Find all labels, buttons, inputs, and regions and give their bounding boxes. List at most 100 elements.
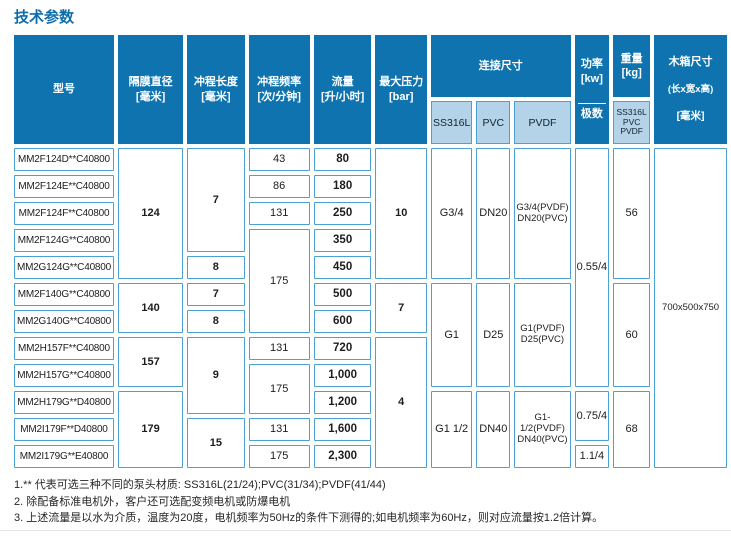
page-bottom-edge bbox=[0, 530, 731, 531]
subheader-pvc: PVC bbox=[476, 101, 511, 144]
page-title: 技术参数 bbox=[14, 9, 75, 26]
cell-conn-pvdf: G3/4(PVDF) DN20(PVC) bbox=[514, 148, 571, 279]
box-size-line2: (长x宽x高) bbox=[667, 83, 714, 95]
col-header-power: 功率 [kw] 极数 bbox=[574, 35, 610, 144]
cell-power: 1.1/4 bbox=[574, 445, 610, 468]
cell-weight: 68 bbox=[613, 391, 651, 468]
table-row: MM2F124G**C40800 175 350 bbox=[14, 229, 727, 333]
cell-stroke-frequency: 131 bbox=[248, 418, 310, 441]
cell-model: MM2I179G**E40800 bbox=[14, 445, 114, 468]
table-row: MM2H179G**D40800 179 1,200 G1 1/2 DN40 G… bbox=[14, 391, 727, 468]
cell-flow: 2,300 bbox=[313, 445, 372, 468]
col-header-diaphragm: 隔膜直径 [毫米] bbox=[117, 35, 184, 144]
cell-model: MM2F124G**C40800 bbox=[14, 229, 114, 252]
cell-conn-ss316l: G1 bbox=[430, 283, 473, 387]
cell-model: MM2H157G**C40800 bbox=[14, 364, 114, 387]
cell-flow: 250 bbox=[313, 202, 372, 225]
cell-conn-pvdf: G1(PVDF) D25(PVC) bbox=[514, 283, 571, 387]
box-size-line3: [毫米] bbox=[676, 110, 705, 123]
cell-max-pressure: 4 bbox=[375, 337, 427, 468]
cell-max-pressure: 10 bbox=[375, 148, 427, 279]
cell-diameter: 140 bbox=[117, 283, 184, 333]
table-row: MM2F124E**C40800 86 180 bbox=[14, 175, 727, 198]
subheader-ss316l: SS316L bbox=[430, 101, 473, 144]
subheader-pvdf: PVDF bbox=[514, 101, 571, 144]
table-row: MM2F124F**C40800 131 250 bbox=[14, 202, 727, 225]
cell-stroke-frequency: 86 bbox=[248, 175, 310, 198]
cell-diameter: 179 bbox=[117, 391, 184, 468]
col-header-stroke-length: 冲程长度 [毫米] bbox=[187, 35, 245, 144]
cell-flow: 500 bbox=[313, 283, 372, 306]
col-header-stroke-frequency: 冲程频率 [次/分钟] bbox=[248, 35, 310, 144]
pole-count-label: 极数 bbox=[577, 103, 607, 121]
cell-power: 0.55/4 bbox=[574, 148, 610, 387]
cell-flow: 450 bbox=[313, 256, 372, 279]
cell-flow: 180 bbox=[313, 175, 372, 198]
col-header-flow: 流量 [升/小时] bbox=[313, 35, 372, 144]
table-row: MM2F124D**C40800 124 7 43 80 10 G3/4 DN2… bbox=[14, 148, 727, 468]
cell-model: MM2F124F**C40800 bbox=[14, 202, 114, 225]
footnote-2: 2. 除配备标准电机外，客户还可选配变频电机或防爆电机 bbox=[14, 495, 291, 508]
col-header-connection-group: 连接尺寸 bbox=[430, 35, 571, 97]
cell-stroke-frequency: 131 bbox=[248, 337, 310, 360]
spec-table: 型号 隔膜直径 [毫米] 冲程长度 [毫米] 冲程频率 [次/分钟] 流量 [升… bbox=[10, 31, 731, 472]
col-header-box-size: 木箱尺寸 (长x宽x高) [毫米] bbox=[654, 35, 727, 144]
cell-power: 0.75/4 bbox=[574, 391, 610, 441]
table-row: MM2G124G**C40800 8 450 bbox=[14, 256, 727, 279]
cell-model: MM2F140G**C40800 bbox=[14, 283, 114, 306]
cell-conn-ss316l: G1 1/2 bbox=[430, 391, 473, 468]
cell-flow: 1,600 bbox=[313, 418, 372, 441]
cell-model: MM2F124E**C40800 bbox=[14, 175, 114, 198]
box-size-line1: 木箱尺寸 bbox=[668, 56, 713, 69]
cell-model: MM2G140G**C40800 bbox=[14, 310, 114, 333]
cell-model: MM2F124D**C40800 bbox=[14, 148, 114, 171]
cell-conn-pvc: DN40 bbox=[476, 391, 511, 468]
cell-stroke-length: 9 bbox=[187, 337, 245, 414]
cell-conn-pvc: D25 bbox=[476, 283, 511, 387]
cell-stroke-frequency: 175 bbox=[248, 364, 310, 414]
cell-conn-pvc: DN20 bbox=[476, 148, 511, 279]
cell-flow: 600 bbox=[313, 310, 372, 333]
footnote-1: 1.** 代表可选三种不同的泵头材质: SS316L(21/24);PVC(31… bbox=[14, 479, 386, 491]
cell-conn-ss316l: G3/4 bbox=[430, 148, 473, 279]
table-row: MM2H157F**C40800 157 9 131 720 4 bbox=[14, 337, 727, 468]
table-row: MM2I179G**E40800 175 2,300 1.1/4 bbox=[14, 445, 727, 468]
cell-stroke-length: 7 bbox=[187, 283, 245, 306]
cell-flow: 1,200 bbox=[313, 391, 372, 414]
cell-stroke-length: 8 bbox=[187, 310, 245, 333]
cell-diameter: 157 bbox=[117, 337, 184, 387]
subheader-weight-materials: SS316L PVC PVDF bbox=[613, 101, 651, 144]
cell-flow: 80 bbox=[313, 148, 372, 171]
cell-weight: 56 bbox=[613, 148, 651, 279]
cell-model: MM2H157F**C40800 bbox=[14, 337, 114, 360]
col-header-model: 型号 bbox=[14, 35, 114, 144]
cell-model: MM2H179G**D40800 bbox=[14, 391, 114, 414]
table-row: MM2G140G**C40800 8 600 bbox=[14, 310, 727, 333]
table-row: MM2H157G**C40800 175 1,000 bbox=[14, 364, 727, 414]
footnotes: 1.** 代表可选三种不同的泵头材质: SS316L(21/24);PVC(31… bbox=[14, 477, 724, 527]
cell-diameter: 124 bbox=[117, 148, 184, 279]
col-header-max-pressure: 最大压力 [bar] bbox=[375, 35, 427, 144]
cell-model: MM2G124G**C40800 bbox=[14, 256, 114, 279]
cell-stroke-frequency: 175 bbox=[248, 445, 310, 468]
cell-stroke-length: 15 bbox=[187, 418, 245, 468]
cell-weight: 60 bbox=[613, 283, 651, 387]
power-kw-label: 功率 [kw] bbox=[580, 58, 603, 85]
table-row: MM2I179F**D40800 15 131 1,600 bbox=[14, 418, 727, 468]
cell-stroke-frequency: 175 bbox=[248, 229, 310, 333]
col-header-weight: 重量 [kg] bbox=[613, 35, 651, 97]
cell-flow: 350 bbox=[313, 229, 372, 252]
cell-box-size: 700x500x750 bbox=[654, 148, 727, 468]
cell-flow: 720 bbox=[313, 337, 372, 360]
cell-stroke-frequency: 131 bbox=[248, 202, 310, 225]
cell-stroke-length: 8 bbox=[187, 256, 245, 279]
cell-stroke-frequency: 43 bbox=[248, 148, 310, 171]
cell-flow: 1,000 bbox=[313, 364, 372, 387]
cell-max-pressure: 7 bbox=[375, 283, 427, 333]
cell-stroke-length: 7 bbox=[187, 148, 245, 252]
footnote-3: 3. 上述流量是以水为介质，温度为20度，电机频率为50Hz的条件下测得的;如电… bbox=[14, 512, 604, 524]
table-row: MM2F140G**C40800 140 7 500 7 G1 D25 G1(P… bbox=[14, 283, 727, 387]
cell-conn-pvdf: G1-1/2(PVDF) DN40(PVC) bbox=[514, 391, 571, 468]
cell-model: MM2I179F**D40800 bbox=[14, 418, 114, 441]
